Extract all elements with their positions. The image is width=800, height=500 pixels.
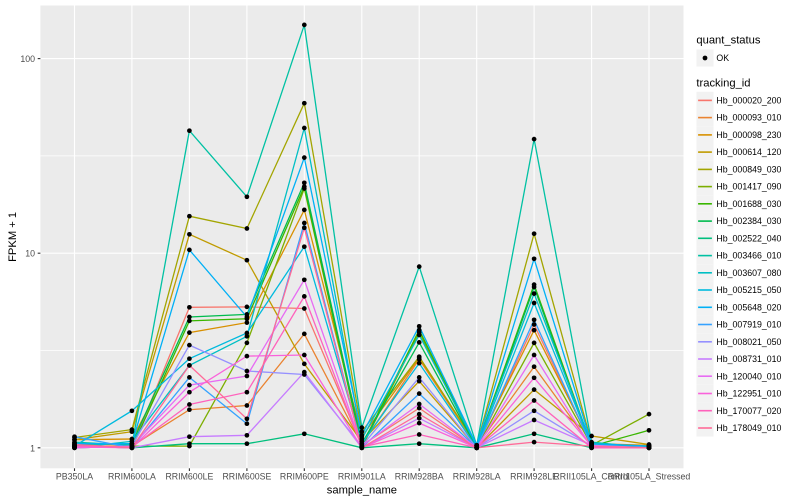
svg-text:Hb_005648_020: Hb_005648_020: [716, 302, 781, 312]
svg-text:Hb_178049_010: Hb_178049_010: [716, 423, 781, 433]
svg-text:Hb_001688_030: Hb_001688_030: [716, 199, 781, 209]
svg-text:Hb_120040_010: Hb_120040_010: [716, 371, 781, 381]
svg-text:100: 100: [20, 54, 35, 64]
svg-text:Hb_002522_040: Hb_002522_040: [716, 233, 781, 243]
svg-text:Hb_008731_010: Hb_008731_010: [716, 354, 781, 364]
svg-text:Hb_170077_020: Hb_170077_020: [716, 406, 781, 416]
svg-text:Hb_007919_010: Hb_007919_010: [716, 320, 781, 330]
svg-text:RRIM600SE: RRIM600SE: [222, 472, 271, 482]
svg-text:1: 1: [30, 443, 35, 453]
svg-text:quant_status: quant_status: [696, 35, 760, 47]
svg-text:RRIM928BA: RRIM928BA: [395, 472, 444, 482]
svg-text:Hb_000849_030: Hb_000849_030: [716, 165, 781, 175]
svg-text:Hb_122951_010: Hb_122951_010: [716, 389, 781, 399]
svg-text:RRIM600LE: RRIM600LE: [165, 472, 213, 482]
svg-text:PB350LA: PB350LA: [56, 472, 93, 482]
svg-text:FPKM + 1: FPKM + 1: [7, 212, 19, 262]
svg-text:10: 10: [25, 249, 35, 259]
svg-text:RRIM928LE: RRIM928LE: [510, 472, 558, 482]
svg-text:RRIM600PE: RRIM600PE: [280, 472, 329, 482]
svg-text:sample_name: sample_name: [327, 485, 397, 497]
svg-text:Hb_000020_200: Hb_000020_200: [716, 96, 781, 106]
svg-text:Hb_003466_010: Hb_003466_010: [716, 251, 781, 261]
svg-text:RRII105LA_Control: RRII105LA_Control: [553, 472, 629, 482]
svg-text:Hb_000098_230: Hb_000098_230: [716, 130, 781, 140]
svg-text:RRIM928LA: RRIM928LA: [453, 472, 501, 482]
svg-text:RRIM901LA: RRIM901LA: [338, 472, 386, 482]
svg-text:Hb_001417_090: Hb_001417_090: [716, 182, 781, 192]
svg-text:RRIM600LA: RRIM600LA: [108, 472, 156, 482]
svg-text:Hb_000614_120: Hb_000614_120: [716, 147, 781, 157]
svg-text:Hb_008021_050: Hb_008021_050: [716, 337, 781, 347]
svg-text:Hb_005215_050: Hb_005215_050: [716, 285, 781, 295]
svg-text:Hb_003607_080: Hb_003607_080: [716, 268, 781, 278]
svg-text:tracking_id: tracking_id: [696, 78, 750, 90]
svg-text:RRII105LA_Stressed: RRII105LA_Stressed: [608, 472, 691, 482]
svg-text:OK: OK: [716, 53, 729, 63]
svg-text:Hb_000093_010: Hb_000093_010: [716, 113, 781, 123]
svg-text:Hb_002384_030: Hb_002384_030: [716, 216, 781, 226]
